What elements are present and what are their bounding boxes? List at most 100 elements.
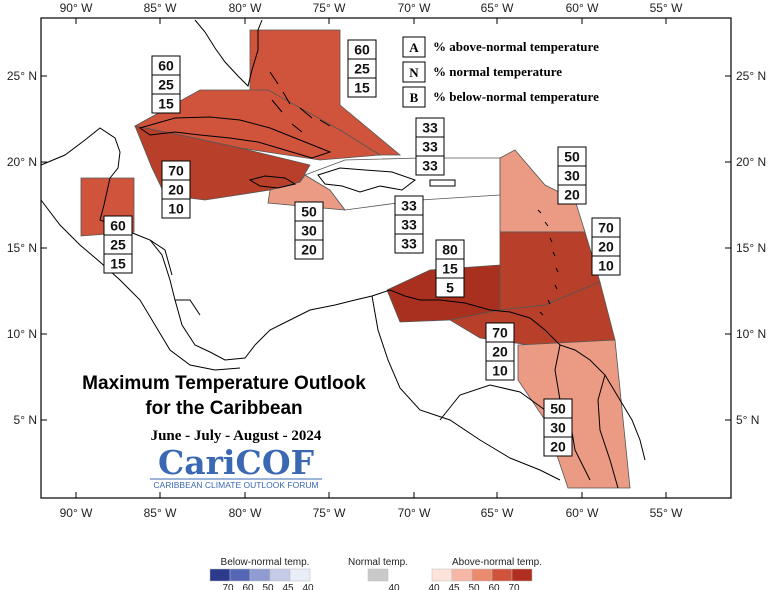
prob-box-b <box>591 255 621 276</box>
prob-value-a: 50 <box>564 149 580 165</box>
x-axis-top: 90° W 85° W 80° W 75° W 70° W 65° W 60° … <box>60 1 683 15</box>
y-tick-left: 10° N <box>7 327 37 341</box>
x-tick-bottom: 60° W <box>566 506 599 520</box>
prob-box-b <box>103 253 133 274</box>
prob-box-b <box>161 198 191 219</box>
legend-swatch <box>269 568 291 582</box>
x-tick-top: 65° W <box>481 1 514 15</box>
probability-boxes: 60 25 15 60 25 15 70 20 10 60 25 15 50 30 20 33 33 33 33 33… <box>103 39 621 457</box>
legend-swatch <box>249 568 271 582</box>
legend-tick: 40 <box>302 583 314 590</box>
key-label-a: % above-normal temperature <box>433 39 599 54</box>
y-tick-left: 15° N <box>7 241 37 255</box>
legend-swatch <box>471 568 493 582</box>
prob-value-n: 25 <box>158 77 174 93</box>
legend-tick: 60 <box>242 583 254 590</box>
y-tick-right: 10° N <box>736 327 766 341</box>
prob-value-n: 20 <box>598 239 614 255</box>
legend-below-swatches: 70 60 50 45 40 <box>209 568 314 590</box>
legend-tick: 50 <box>468 583 480 590</box>
legend-tick: 45 <box>448 583 460 590</box>
caricof-logo: CariCOF CARIBBEAN CLIMATE OUTLOOK FORUM <box>150 443 322 490</box>
prob-box-b <box>485 360 515 381</box>
prob-value-n: 30 <box>301 223 317 239</box>
legend-swatch <box>431 568 453 582</box>
x-tick-bottom: 90° W <box>60 506 93 520</box>
coast-mexico <box>40 127 121 179</box>
prob-value-n: 20 <box>492 344 508 360</box>
map-title-line1: Maximum Temperature Outlook <box>82 373 366 394</box>
logo-wordmark: CariCOF <box>158 443 314 482</box>
prob-value-a: 70 <box>598 220 614 236</box>
prob-value-b: 20 <box>301 242 317 258</box>
prob-value-a: 60 <box>158 58 174 74</box>
prob-value-n: 25 <box>354 61 370 77</box>
coast-cuba <box>138 116 332 159</box>
prob-value-n: 30 <box>550 420 566 436</box>
legend-above-swatches: 40 45 50 60 70 <box>428 568 533 590</box>
y-axis-left: 25° N 20° N 15° N 10° N 5° N <box>7 69 37 427</box>
coast-colombia-venezuela <box>254 289 646 461</box>
legend-tick: 50 <box>262 583 274 590</box>
legend-tick: 70 <box>508 583 520 590</box>
prob-value-b: 33 <box>422 158 438 174</box>
y-axis-right: 25° N 20° N 15° N 10° N 5° N <box>736 69 766 427</box>
prob-value-b: 5 <box>446 280 454 296</box>
prob-value-n: 30 <box>564 168 580 184</box>
prob-value-a: 50 <box>550 401 566 417</box>
prob-value-a: 70 <box>492 325 508 341</box>
x-axis-bottom: 90° W 85° W 80° W 75° W 70° W 65° W 60° … <box>60 506 683 520</box>
legend-swatch <box>491 568 513 582</box>
legend-tick: 45 <box>282 583 294 590</box>
map-title-line2: for the Caribbean <box>145 398 302 419</box>
key-label-b: % below-normal temperature <box>433 89 599 104</box>
border-south-america <box>371 295 561 481</box>
key-letter-box <box>402 36 426 58</box>
color-legend: Below-normal temp. 70 60 50 45 40 Normal tem… <box>209 557 542 590</box>
prob-value-n: 25 <box>110 237 126 253</box>
x-tick-top: 70° W <box>398 1 431 15</box>
prob-box-b <box>415 155 445 176</box>
x-tick-bottom: 85° W <box>144 506 177 520</box>
x-tick-bottom: 80° W <box>229 506 262 520</box>
prob-box-b <box>394 233 424 254</box>
legend-tick: 60 <box>488 583 500 590</box>
coast-jamaica <box>248 175 297 189</box>
legend-tick: 40 <box>428 583 440 590</box>
prob-value-b: 15 <box>158 96 174 112</box>
coast-puertorico <box>429 179 456 187</box>
x-tick-top: 90° W <box>60 1 93 15</box>
prob-value-b: 33 <box>401 236 417 252</box>
x-tick-top: 75° W <box>313 1 346 15</box>
prob-value-b: 20 <box>550 439 566 455</box>
prob-value-a: 33 <box>401 198 417 214</box>
legend-swatch <box>367 568 389 582</box>
prob-value-n: 15 <box>442 261 458 277</box>
prob-value-b: 15 <box>354 80 370 96</box>
region-guianas <box>517 339 631 489</box>
x-tick-bottom: 70° W <box>398 506 431 520</box>
prob-value-n: 20 <box>168 182 184 198</box>
coast-hispaniola <box>317 167 417 193</box>
key-letter-a: A <box>409 40 419 55</box>
border-central <box>149 239 201 316</box>
prob-value-b: 20 <box>564 187 580 203</box>
x-tick-top: 60° W <box>566 1 599 15</box>
key-letter-n: N <box>409 65 419 80</box>
x-tick-bottom: 75° W <box>313 506 346 520</box>
prob-value-a: 70 <box>168 163 184 179</box>
coast-florida <box>194 19 263 87</box>
map-period: June - July - August - 2024 <box>151 428 322 444</box>
legend-swatch <box>511 568 533 582</box>
x-tick-top: 80° W <box>229 1 262 15</box>
legend-normal-label: Normal temp. <box>348 557 408 568</box>
prob-value-a: 60 <box>354 42 370 58</box>
prob-value-b: 10 <box>598 258 614 274</box>
x-tick-bottom: 55° W <box>650 506 683 520</box>
prob-box-b <box>435 277 465 298</box>
prob-box-b <box>294 239 324 260</box>
legend-above-label: Above-normal temp. <box>452 557 542 568</box>
coast-bahamas <box>269 71 331 133</box>
key-letter-box <box>402 61 426 83</box>
prob-box-b <box>347 77 377 98</box>
